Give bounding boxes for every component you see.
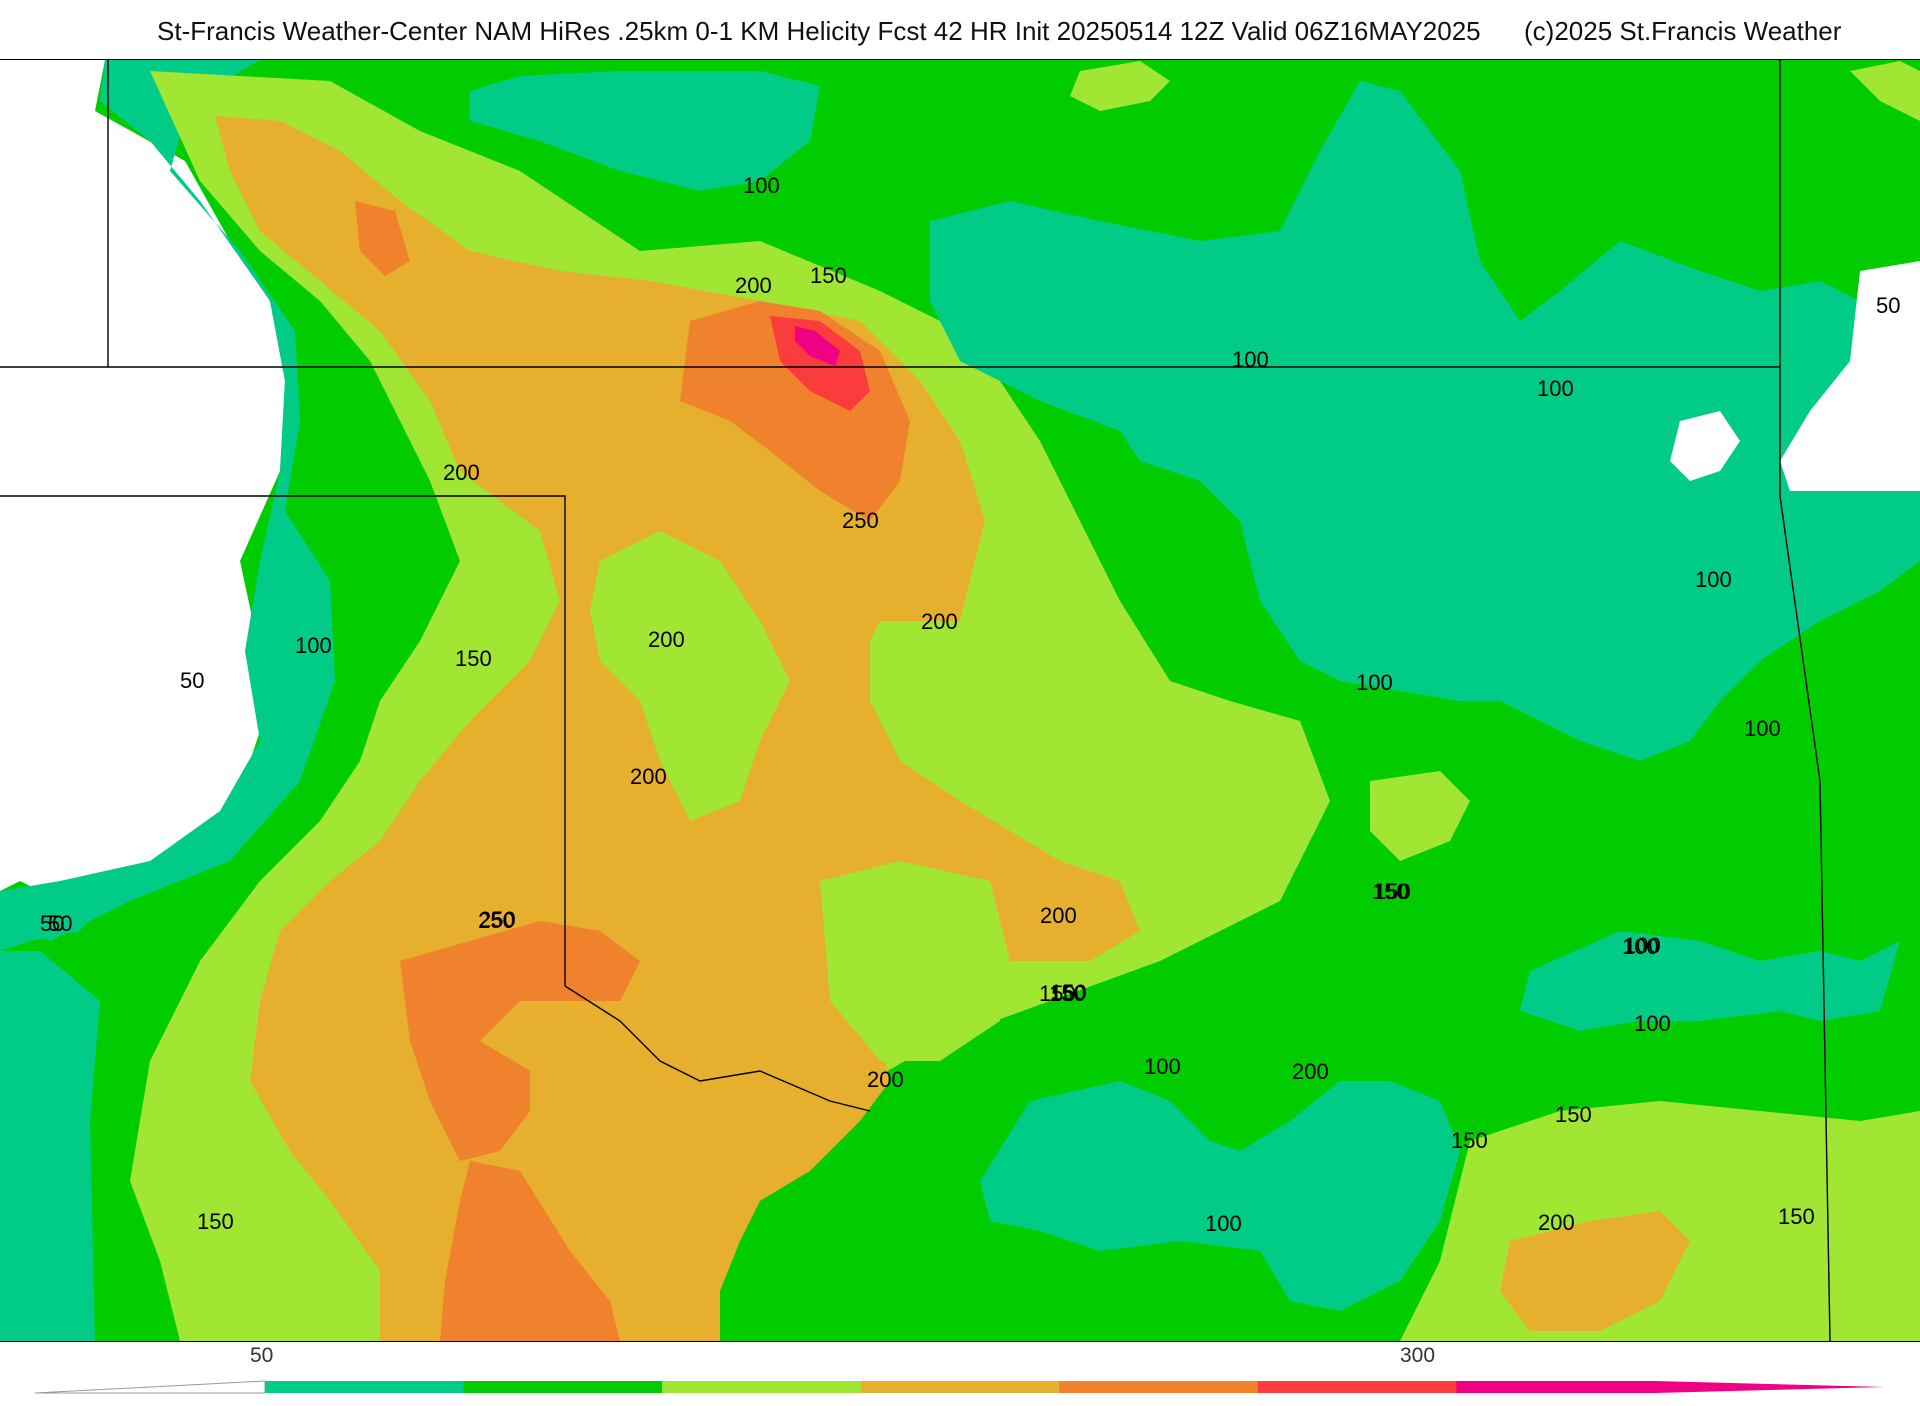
contour-label: 150: [1374, 879, 1411, 904]
colorbar-bin: [860, 1381, 1060, 1393]
contour-label: 100: [1695, 567, 1732, 592]
field-50-100-east-band: [1520, 931, 1900, 1031]
contour-label: 200: [630, 764, 667, 789]
colorbar-high-arrow: [1655, 1381, 1885, 1393]
contour-label: 100: [743, 173, 780, 198]
field-250-300-sw2: [440, 1161, 620, 1341]
field-below-50-east-hole: [1670, 411, 1740, 481]
field-350-plus: [795, 326, 840, 366]
colorbar-bin: [265, 1381, 465, 1393]
contour-label: 200: [648, 627, 685, 652]
field-200-250-southeast: [1500, 1211, 1690, 1331]
contour-label: 150: [455, 646, 492, 671]
contour-label: 150: [1555, 1102, 1592, 1127]
field-50-100-south-edge: [0, 951, 100, 1341]
contour-label: 100: [1744, 716, 1781, 741]
field-50-100-north-center: [470, 71, 820, 191]
contour-label: 200: [1040, 903, 1077, 928]
contour-label: 100: [295, 633, 332, 658]
colorbar-tick-label: 300: [1400, 1344, 1436, 1367]
title-text: St-Francis Weather-Center NAM HiRes .25k…: [157, 16, 1481, 46]
contour-label: 200: [443, 460, 480, 485]
field-250-300-nw: [355, 201, 410, 276]
contour-label: 250: [479, 907, 516, 932]
contour-label: 150: [1451, 1128, 1488, 1153]
contour-label: 100: [1537, 376, 1574, 401]
field-150-200-east-a: [1370, 771, 1470, 861]
field-50-100-sw: [0, 881, 120, 951]
copyright-text: (c)2025 St.Francis Weather: [1524, 16, 1842, 46]
color-legend: 50 300: [0, 1340, 1920, 1400]
contour-label: 250: [842, 508, 879, 533]
state-borders: [0, 60, 1831, 1341]
contour-label: 50: [1876, 293, 1900, 318]
contour-label: 100: [1622, 934, 1659, 959]
colorbar-bin: [1456, 1381, 1656, 1393]
border-line-2: [0, 495, 566, 986]
contour-label: 200: [1538, 1210, 1575, 1235]
field-50-100-east-mid: [1590, 541, 1750, 621]
contour-label: 100: [1624, 933, 1661, 958]
contour-label: 50: [180, 668, 204, 693]
field-50-100-west: [20, 60, 335, 941]
colorbar-bins: [265, 1381, 1656, 1393]
contour-label: 150: [1050, 980, 1087, 1005]
field-150-200-inner2: [820, 861, 1010, 1061]
colorbar-bin: [1257, 1381, 1457, 1393]
map-canvas: 50 100 150 200 250 200 150 100 50 100 15…: [0, 60, 1920, 1341]
contour-label: 50: [40, 911, 64, 936]
contour-label: 200: [867, 1067, 904, 1092]
contour-label: 200: [735, 273, 772, 298]
field-250-300-sw1: [400, 921, 640, 1161]
field-150-200-ne2: [1850, 61, 1920, 121]
colorbar-low-arrow: [34, 1380, 266, 1394]
field-below-50-east: [1780, 261, 1920, 491]
colorbar-bin: [1059, 1381, 1259, 1393]
contour-label: 250: [478, 908, 515, 933]
contour-label: 150: [1778, 1204, 1815, 1229]
chart-title: St-Francis Weather-Center NAM HiRes .25k…: [0, 12, 1920, 52]
field-150-200-ne: [1070, 61, 1170, 111]
field-50-100-southeast-a: [980, 1081, 1460, 1311]
contour-label: 50: [48, 911, 72, 936]
colorbar: [34, 1380, 1885, 1394]
contour-labels: 50 100 150 200 250 200 150 100 50 100 15…: [40, 173, 1900, 1236]
contour-label: 100: [1232, 347, 1269, 372]
contour-label: 100: [1356, 670, 1393, 695]
contour-label: 150: [197, 1209, 234, 1234]
field-150-200-inner: [590, 531, 790, 821]
helicity-map: 50 100 150 200 250 200 150 100 50 100 15…: [0, 59, 1920, 1342]
contour-label: 100: [1634, 1011, 1671, 1036]
contour-label: 100: [1144, 1054, 1181, 1079]
colorbar-bin: [662, 1381, 862, 1393]
contour-label: 150: [1372, 879, 1409, 904]
border-line-5: [564, 985, 871, 1112]
colorbar-bin: [463, 1381, 663, 1393]
field-below-50-west: [0, 60, 285, 901]
contour-label: 150: [1049, 981, 1086, 1006]
colorbar-tick-label: 50: [250, 1344, 274, 1367]
contour-label: 200: [1292, 1059, 1329, 1084]
contour-label: 200: [921, 609, 958, 634]
border-line-4: [1779, 60, 1831, 1341]
contour-label: 150: [1039, 981, 1076, 1006]
contour-label: 150: [810, 263, 847, 288]
contour-label: 100: [1205, 1211, 1242, 1236]
